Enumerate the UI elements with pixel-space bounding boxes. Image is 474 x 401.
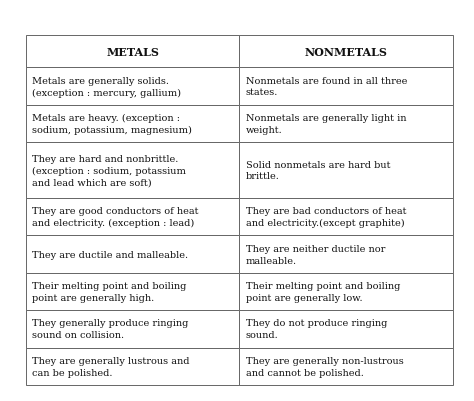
Bar	[26, 236, 239, 273]
Text: They are ductile and malleable.: They are ductile and malleable.	[32, 250, 188, 259]
Text: They generally produce ringing
sound on collision.: They generally produce ringing sound on …	[32, 319, 189, 339]
Text: Their melting point and boiling
point are generally low.: Their melting point and boiling point ar…	[246, 282, 400, 302]
Bar	[239, 236, 453, 273]
Text: Their melting point and boiling
point are generally high.: Their melting point and boiling point ar…	[32, 282, 187, 302]
Text: They do not produce ringing
sound.: They do not produce ringing sound.	[246, 319, 387, 339]
Bar	[26, 273, 239, 310]
Bar	[26, 310, 239, 348]
Text: They are generally lustrous and
can be polished.: They are generally lustrous and can be p…	[32, 356, 190, 377]
Bar	[239, 143, 453, 198]
Bar	[26, 348, 239, 385]
Text: Solid nonmetals are hard but
brittle.: Solid nonmetals are hard but brittle.	[246, 160, 390, 181]
Text: Metals are heavy. (exception :
sodium, potassium, magnesium): Metals are heavy. (exception : sodium, p…	[32, 113, 192, 135]
Text: They are good conductors of heat
and electricity. (exception : lead): They are good conductors of heat and ele…	[32, 207, 199, 228]
Text: Metals are generally solids.
(exception : mercury, gallium): Metals are generally solids. (exception …	[32, 76, 181, 97]
Bar	[239, 36, 453, 68]
Text: They are generally non-lustrous
and cannot be polished.: They are generally non-lustrous and cann…	[246, 356, 403, 377]
Bar	[26, 198, 239, 236]
Text: Nonmetals are generally light in
weight.: Nonmetals are generally light in weight.	[246, 114, 406, 134]
Bar	[239, 273, 453, 310]
Bar	[26, 143, 239, 198]
Bar	[239, 68, 453, 105]
Text: Nonmetals are found in all three
states.: Nonmetals are found in all three states.	[246, 77, 407, 97]
Text: They are neither ductile nor
malleable.: They are neither ductile nor malleable.	[246, 244, 385, 265]
Text: METALS: METALS	[106, 47, 159, 58]
Bar	[26, 68, 239, 105]
Bar	[239, 348, 453, 385]
Text: They are hard and nonbrittle.
(exception : sodium, potassium
and lead which are : They are hard and nonbrittle. (exception…	[32, 154, 186, 187]
Bar	[26, 105, 239, 143]
Text: NONMETALS: NONMETALS	[305, 47, 387, 58]
Bar	[26, 36, 239, 68]
Text: They are bad conductors of heat
and electricity.(except graphite): They are bad conductors of heat and elec…	[246, 207, 406, 228]
Bar	[239, 198, 453, 236]
Bar	[239, 310, 453, 348]
Bar	[239, 105, 453, 143]
